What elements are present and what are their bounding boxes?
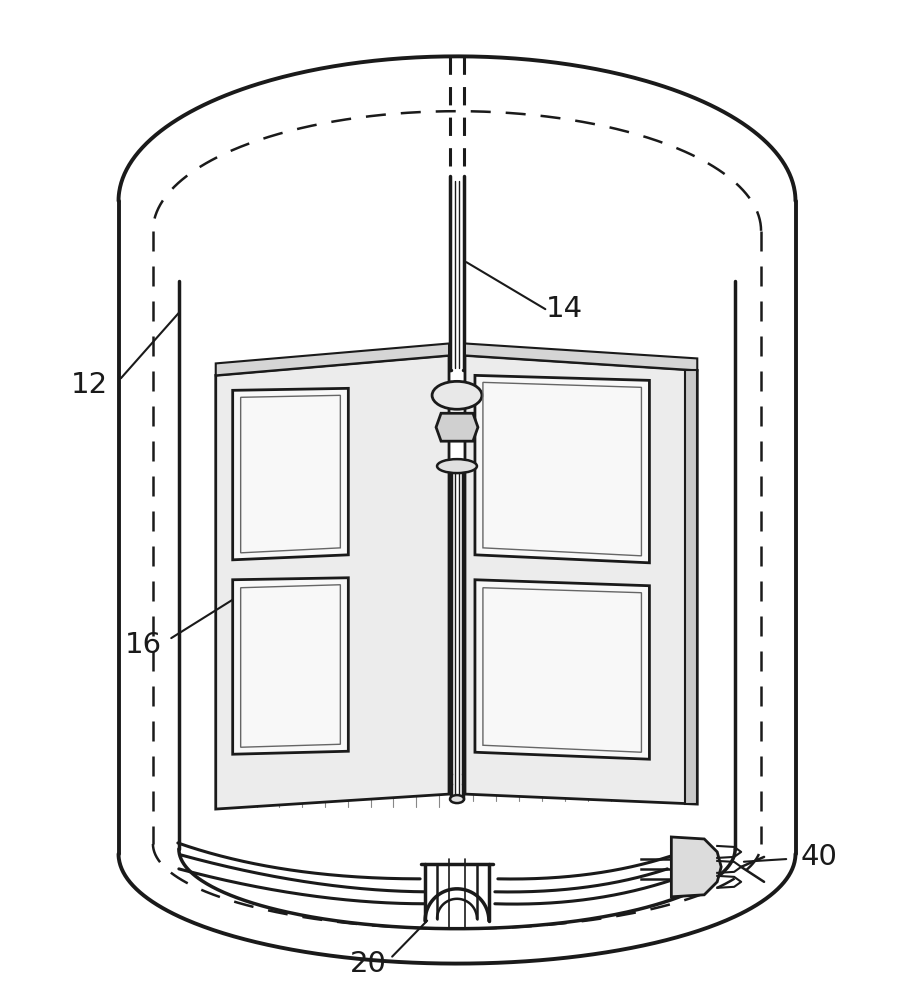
Polygon shape xyxy=(465,343,697,370)
Polygon shape xyxy=(232,388,349,560)
Polygon shape xyxy=(685,370,697,804)
Text: 14: 14 xyxy=(546,295,583,323)
Polygon shape xyxy=(672,837,721,897)
Text: 40: 40 xyxy=(801,843,837,871)
Polygon shape xyxy=(232,578,349,754)
Text: 16: 16 xyxy=(124,631,162,659)
Ellipse shape xyxy=(432,381,482,409)
Polygon shape xyxy=(475,375,650,563)
Polygon shape xyxy=(475,580,650,759)
Ellipse shape xyxy=(437,459,477,473)
Ellipse shape xyxy=(450,795,464,803)
Polygon shape xyxy=(216,355,449,809)
Text: 20: 20 xyxy=(350,950,387,978)
Polygon shape xyxy=(216,343,449,375)
Polygon shape xyxy=(465,355,697,804)
Text: 12: 12 xyxy=(70,371,108,399)
Polygon shape xyxy=(436,413,478,441)
